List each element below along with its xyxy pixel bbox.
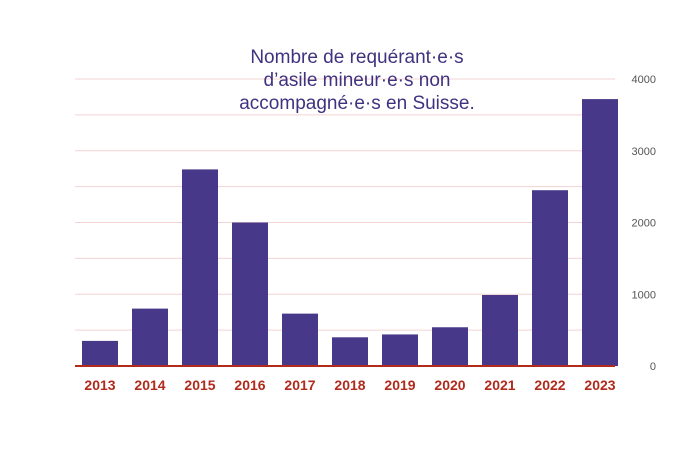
- bars: [82, 99, 618, 366]
- x-tick-label-2020: 2020: [434, 377, 465, 393]
- y-tick-label-1000: 1000: [632, 289, 656, 301]
- bar-2021: [482, 294, 518, 366]
- bar-2020: [432, 327, 468, 366]
- y-tick-label-4000: 4000: [632, 74, 656, 86]
- bar-2016: [232, 222, 268, 366]
- x-tick-label-2014: 2014: [134, 377, 165, 393]
- bar-2018: [332, 337, 368, 366]
- chart-title-line-2: d’asile mineur·e·s non: [264, 70, 451, 91]
- x-tick-label-2021: 2021: [484, 377, 515, 393]
- y-tick-labels: 0 1000 2000 3000 4000: [632, 74, 656, 373]
- bar-2014: [132, 308, 168, 366]
- x-tick-label-2022: 2022: [534, 377, 565, 393]
- bar-2015: [182, 169, 218, 366]
- y-tick-label-3000: 3000: [632, 146, 656, 158]
- x-tick-label-2013: 2013: [84, 377, 115, 393]
- x-tick-label-2019: 2019: [384, 377, 415, 393]
- x-tick-labels: 2013 2014 2015 2016 2017 2018 2019 2020 2021 2022…: [84, 377, 615, 393]
- bar-2023: [582, 99, 618, 366]
- bar-2022: [532, 190, 568, 366]
- chart-title-line-3: accompagné·e·s en Suisse.: [239, 93, 475, 114]
- chart-title-line-1: Nombre de requérant·e·s: [250, 47, 463, 68]
- bar-2019: [382, 334, 418, 366]
- bar-2013: [82, 340, 118, 366]
- x-tick-label-2015: 2015: [184, 377, 215, 393]
- y-tick-label-2000: 2000: [632, 218, 656, 230]
- x-tick-label-2023: 2023: [584, 377, 615, 393]
- bar-2017: [282, 313, 318, 366]
- x-tick-label-2017: 2017: [284, 377, 315, 393]
- x-tick-label-2016: 2016: [234, 377, 265, 393]
- x-tick-label-2018: 2018: [334, 377, 365, 393]
- y-tick-label-0: 0: [650, 361, 656, 373]
